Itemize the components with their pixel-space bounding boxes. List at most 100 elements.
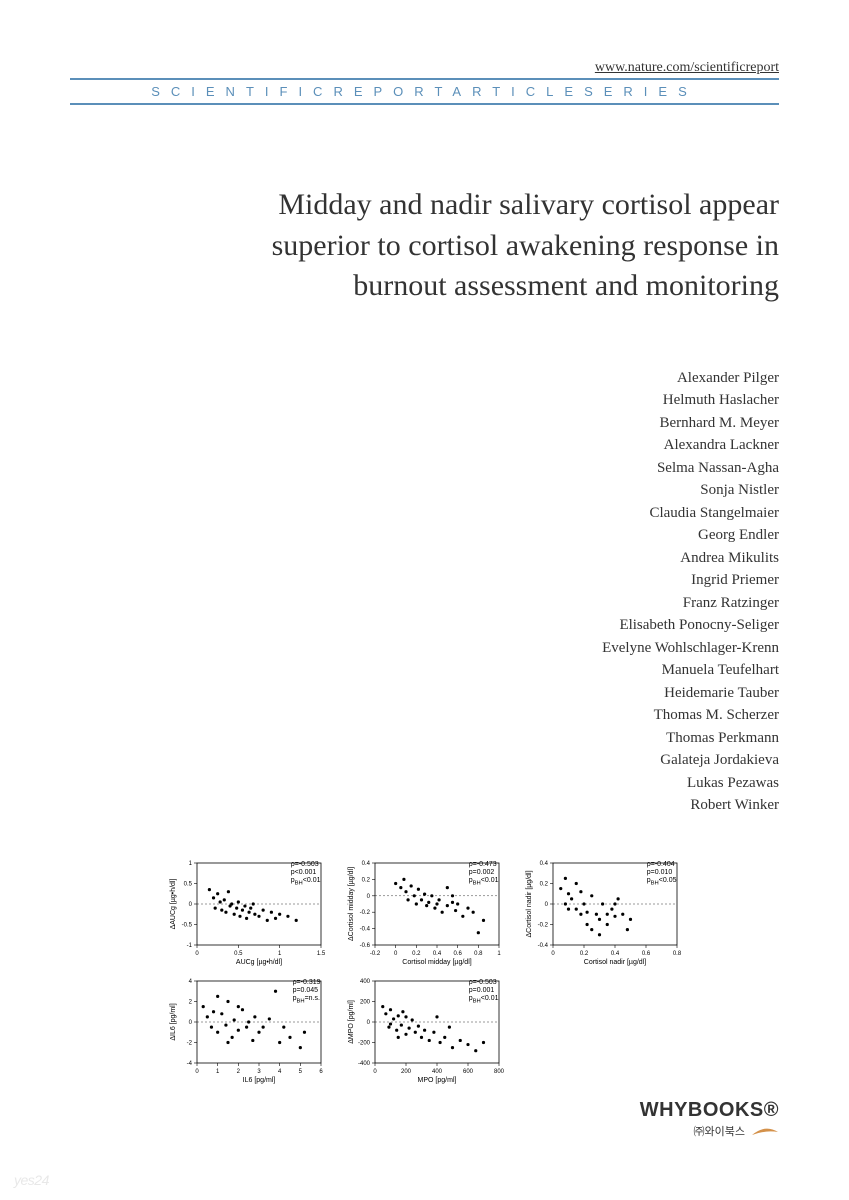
svg-text:ΔAUCg [µg•h/dl]: ΔAUCg [µg•h/dl]	[170, 878, 177, 929]
svg-text:0: 0	[366, 893, 370, 899]
svg-text:1: 1	[497, 951, 501, 957]
svg-text:2: 2	[236, 1069, 240, 1075]
chart-stats: ρ=-0.319p=0.045pBH=n.s.	[293, 979, 321, 1006]
svg-text:1.5: 1.5	[316, 951, 325, 957]
svg-text:-0.5: -0.5	[181, 922, 192, 928]
svg-text:ΔMPO [pg/ml]: ΔMPO [pg/ml]	[348, 1000, 355, 1044]
svg-text:ΔCortisol nadir [µg/dl]: ΔCortisol nadir [µg/dl]	[526, 870, 533, 937]
svg-text:-0.6: -0.6	[359, 943, 370, 949]
author: Robert Winker	[70, 794, 779, 817]
svg-text:0.4: 0.4	[361, 861, 370, 867]
svg-text:0.8: 0.8	[474, 951, 483, 957]
svg-text:-2: -2	[186, 1040, 192, 1046]
svg-text:0.4: 0.4	[432, 951, 441, 957]
svg-text:0: 0	[366, 1020, 370, 1026]
watermark: yes24	[14, 1172, 49, 1188]
author: Galateja Jordakieva	[70, 749, 779, 772]
svg-text:400: 400	[359, 979, 370, 985]
author: Bernhard M. Meyer	[70, 412, 779, 435]
svg-text:200: 200	[400, 1069, 411, 1075]
scatter-chart-grid: 0 0.5 1 1.5 -1 -0.5 0 0.5 1 AUCg [µg•h/dl] ΔAUCg […	[165, 857, 685, 1085]
svg-text:800: 800	[493, 1069, 504, 1075]
publisher-swoosh-icon	[751, 1125, 779, 1137]
author: Andrea Mikulits	[70, 547, 779, 570]
author-list: Alexander PilgerHelmuth HaslacherBernhar…	[70, 367, 779, 817]
svg-text:1: 1	[215, 1069, 219, 1075]
svg-text:6: 6	[319, 1069, 323, 1075]
svg-text:400: 400	[431, 1069, 442, 1075]
svg-text:3: 3	[257, 1069, 261, 1075]
svg-text:600: 600	[462, 1069, 473, 1075]
chart-stats: ρ=-0.503p<0.001pBH<0.01	[291, 861, 321, 888]
svg-text:-200: -200	[357, 1040, 370, 1046]
chart-stats: ρ=-0.473p=0.002pBH<0.01	[469, 861, 499, 888]
svg-text:ΔCortisol midday [µg/dl]: ΔCortisol midday [µg/dl]	[348, 866, 355, 940]
svg-text:5: 5	[298, 1069, 302, 1075]
scatter-plot: -0.2 0 0.2 0.4 0.6 0.8 1 -0.6 -0.4 -0.2 0 0.2 0.4 Cor…	[345, 857, 505, 967]
svg-text:0: 0	[373, 1069, 377, 1075]
author: Alexander Pilger	[70, 367, 779, 390]
svg-text:0.6: 0.6	[641, 951, 650, 957]
svg-text:-0.2: -0.2	[537, 922, 548, 928]
svg-text:0.2: 0.2	[361, 877, 370, 883]
author: Heidemarie Tauber	[70, 682, 779, 705]
author: Claudia Stangelmaier	[70, 502, 779, 525]
svg-text:0: 0	[551, 951, 555, 957]
svg-text:0.4: 0.4	[539, 861, 548, 867]
series-banner: SCIENTIFICREPORTARTICLESERIES	[70, 78, 779, 105]
svg-text:0: 0	[188, 902, 192, 908]
svg-text:1: 1	[277, 951, 281, 957]
author: Thomas M. Scherzer	[70, 704, 779, 727]
svg-text:1: 1	[188, 861, 192, 867]
svg-text:0.5: 0.5	[183, 881, 192, 887]
svg-text:0: 0	[544, 902, 548, 908]
author: Alexandra Lackner	[70, 434, 779, 457]
svg-text:2: 2	[188, 999, 192, 1005]
svg-text:-0.4: -0.4	[359, 926, 370, 932]
svg-text:0.5: 0.5	[234, 951, 243, 957]
svg-text:200: 200	[359, 999, 370, 1005]
svg-text:AUCg [µg•h/dl]: AUCg [µg•h/dl]	[235, 959, 281, 966]
svg-text:0.8: 0.8	[672, 951, 681, 957]
svg-text:0.2: 0.2	[539, 881, 548, 887]
author: Lukas Pezawas	[70, 772, 779, 795]
svg-text:-0.2: -0.2	[369, 951, 380, 957]
svg-text:0.6: 0.6	[453, 951, 462, 957]
svg-text:0.2: 0.2	[579, 951, 588, 957]
author: Thomas Perkmann	[70, 727, 779, 750]
svg-text:0: 0	[393, 951, 397, 957]
svg-text:-400: -400	[357, 1061, 370, 1067]
author: Franz Ratzinger	[70, 592, 779, 615]
svg-text:-4: -4	[186, 1061, 192, 1067]
svg-text:0.2: 0.2	[412, 951, 421, 957]
publisher-block: WHYBOOKS® ㈜와이북스	[640, 1099, 779, 1140]
svg-text:4: 4	[188, 979, 192, 985]
svg-text:Cortisol midday [µg/dl]: Cortisol midday [µg/dl]	[402, 959, 471, 966]
chart-stats: ρ=-0.404p=0.010pBH<0.05	[647, 861, 677, 888]
author: Georg Endler	[70, 524, 779, 547]
svg-text:4: 4	[277, 1069, 281, 1075]
scatter-plot: 0123456-4-2024IL6 [pg/ml]ΔIL6 [pg/ml]ρ=-…	[167, 975, 327, 1085]
scatter-plot: 0 200 400 600 800 -400 -200 0 200 400 MPO [pg/ml] Δ…	[345, 975, 505, 1085]
source-url: www.nature.com/scientificreport	[70, 60, 779, 76]
svg-text:0.4: 0.4	[610, 951, 619, 957]
svg-text:ΔIL6 [pg/ml]: ΔIL6 [pg/ml]	[170, 1003, 177, 1040]
author: Manuela Teufelhart	[70, 659, 779, 682]
article-title: Midday and nadir salivary cortisol appea…	[190, 185, 779, 307]
svg-text:Cortisol nadir [µg/dl]: Cortisol nadir [µg/dl]	[583, 959, 645, 966]
svg-text:-0.2: -0.2	[359, 910, 370, 916]
chart-stats: ρ=-0.503p=0.001pBH<0.01	[469, 979, 499, 1006]
svg-text:MPO [pg/ml]: MPO [pg/ml]	[417, 1077, 456, 1084]
author: Helmuth Haslacher	[70, 389, 779, 412]
scatter-plot: 0 0.5 1 1.5 -1 -0.5 0 0.5 1 AUCg [µg•h/dl] ΔAUCg […	[167, 857, 327, 967]
publisher-name: WHYBOOKS®	[640, 1099, 779, 1122]
scatter-plot: 00.20.40.60.8-0.4-0.200.20.4Cortisol nad…	[523, 857, 683, 967]
svg-text:IL6 [pg/ml]: IL6 [pg/ml]	[242, 1077, 275, 1084]
svg-text:0: 0	[195, 951, 199, 957]
author: Elisabeth Ponocny-Seliger	[70, 614, 779, 637]
author: Sonja Nistler	[70, 479, 779, 502]
svg-text:0: 0	[188, 1020, 192, 1026]
svg-text:-1: -1	[186, 943, 192, 949]
publisher-subtitle: ㈜와이북스	[694, 1126, 745, 1138]
svg-text:0: 0	[195, 1069, 199, 1075]
